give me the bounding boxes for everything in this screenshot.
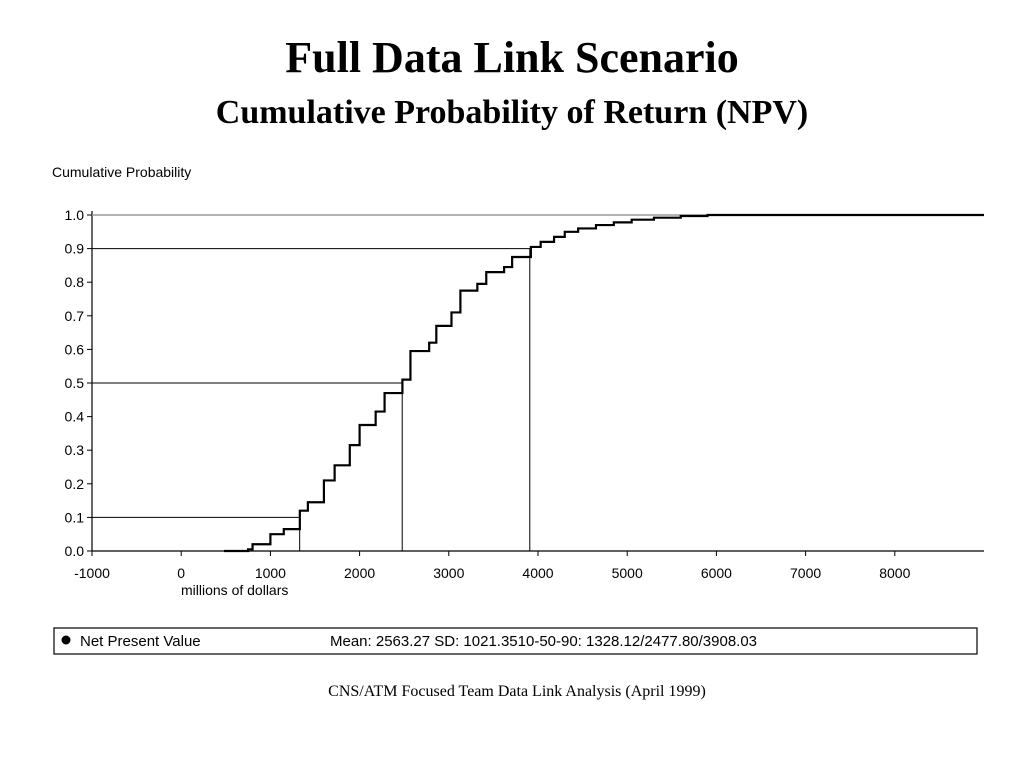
x-tick-label: 2000 <box>344 565 375 581</box>
x-tick-label: 7000 <box>790 565 821 581</box>
legend-stats: Mean: 2563.27 SD: 1021.3510-50-90: 1328.… <box>330 633 757 650</box>
y-tick-label: 1.0 <box>65 207 85 223</box>
y-tick-label: 0.9 <box>65 241 85 257</box>
y-tick-label: 0.6 <box>65 341 85 357</box>
x-tick-label: 6000 <box>701 565 732 581</box>
legend-box <box>53 627 978 655</box>
slide-subtitle: Cumulative Probability of Return (NPV) <box>215 94 809 131</box>
slide-title: Full Data Link Scenario <box>285 33 739 82</box>
chart-axes: Cumulative Probability millions of dolla… <box>52 164 984 598</box>
y-tick-label: 0.7 <box>65 308 85 324</box>
y-tick-label: 0.4 <box>65 409 85 425</box>
filled-circle-icon <box>61 635 71 645</box>
x-tick-label: 5000 <box>612 565 643 581</box>
chart-series <box>224 213 984 553</box>
x-tick-label: -1000 <box>74 565 110 581</box>
x-tick-label: 4000 <box>522 565 553 581</box>
y-tick-label: 0.5 <box>65 375 85 391</box>
slide-footer: CNS/ATM Focused Team Data Link Analysis … <box>328 683 706 700</box>
chart-legend: Net Present Value Mean: 2563.27 SD: 1021… <box>53 627 978 655</box>
x-tick-label: 8000 <box>879 565 910 581</box>
legend-series-label: Net Present Value <box>80 633 201 650</box>
x-tick-label: 1000 <box>255 565 286 581</box>
y-tick-label: 0.1 <box>65 509 85 525</box>
y-tick-label: 0.2 <box>65 476 85 492</box>
x-tick-label: 3000 <box>433 565 464 581</box>
chart-ticks: 0.0 0.1 0.2 0.3 0.4 0.5 0.6 0.7 0.8 0.9 1.0 -1000 0 1… <box>65 207 911 581</box>
y-tick-label: 0.0 <box>65 543 85 559</box>
percentile-reference-lines <box>92 248 531 551</box>
x-axis-label: millions of dollars <box>181 582 288 598</box>
y-tick-label: 0.3 <box>65 442 85 458</box>
y-tick-label: 0.8 <box>65 274 85 290</box>
series-line <box>224 213 984 553</box>
x-tick-label: 0 <box>177 565 185 581</box>
y-axis-label: Cumulative Probability <box>52 164 191 180</box>
